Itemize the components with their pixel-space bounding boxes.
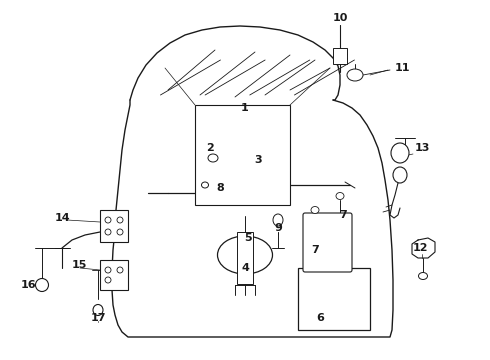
- Text: 7: 7: [339, 210, 347, 220]
- Ellipse shape: [418, 273, 427, 279]
- Ellipse shape: [336, 193, 344, 199]
- Text: 10: 10: [332, 13, 348, 23]
- Ellipse shape: [105, 267, 111, 273]
- Text: 15: 15: [72, 260, 87, 270]
- Ellipse shape: [208, 154, 218, 162]
- FancyBboxPatch shape: [303, 213, 352, 272]
- Text: 12: 12: [412, 243, 428, 253]
- Bar: [298, 268, 370, 330]
- Ellipse shape: [117, 267, 123, 273]
- Ellipse shape: [93, 305, 103, 315]
- Ellipse shape: [117, 229, 123, 235]
- Bar: [100, 210, 128, 242]
- Text: 17: 17: [90, 313, 106, 323]
- Text: 16: 16: [20, 280, 36, 290]
- Ellipse shape: [117, 217, 123, 223]
- Bar: [237, 232, 253, 284]
- Ellipse shape: [347, 69, 363, 81]
- Ellipse shape: [273, 214, 283, 226]
- Text: 4: 4: [241, 263, 249, 273]
- Text: 13: 13: [415, 143, 430, 153]
- Ellipse shape: [105, 217, 111, 223]
- Ellipse shape: [218, 236, 272, 274]
- Bar: [100, 260, 128, 290]
- Text: 1: 1: [241, 103, 249, 113]
- Ellipse shape: [393, 167, 407, 183]
- Text: 8: 8: [216, 183, 224, 193]
- Text: 6: 6: [316, 313, 324, 323]
- Ellipse shape: [105, 277, 111, 283]
- Ellipse shape: [35, 279, 49, 292]
- Ellipse shape: [105, 229, 111, 235]
- Text: 11: 11: [395, 63, 411, 73]
- Text: 7: 7: [311, 245, 319, 255]
- Text: 2: 2: [206, 143, 214, 153]
- Ellipse shape: [391, 143, 409, 163]
- Text: 14: 14: [55, 213, 71, 223]
- Bar: [333, 48, 347, 64]
- Text: 3: 3: [254, 155, 262, 165]
- Text: 5: 5: [244, 233, 252, 243]
- Bar: [195, 105, 290, 205]
- Ellipse shape: [201, 182, 209, 188]
- Ellipse shape: [311, 207, 319, 213]
- Text: 9: 9: [274, 223, 282, 233]
